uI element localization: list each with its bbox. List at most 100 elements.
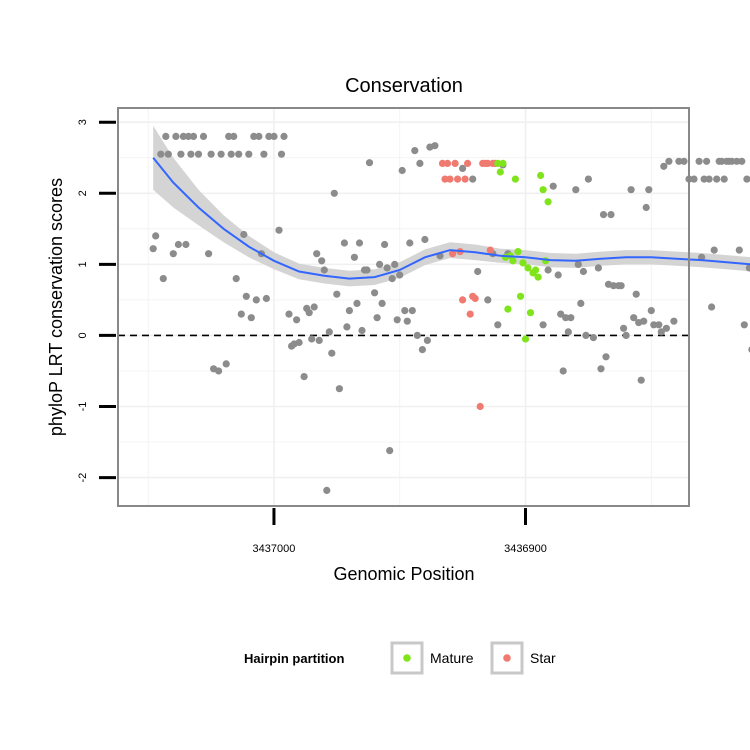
point-other xyxy=(295,338,303,347)
point-other xyxy=(230,132,238,140)
point-star xyxy=(484,159,492,167)
point-other xyxy=(630,314,638,322)
point-other xyxy=(572,186,580,194)
point-other xyxy=(391,260,399,268)
point-other xyxy=(386,447,394,455)
point-other xyxy=(459,164,467,172)
point-other xyxy=(703,157,711,165)
point-mature xyxy=(544,198,552,206)
point-mature xyxy=(494,159,502,167)
point-other xyxy=(217,150,225,158)
point-other xyxy=(373,314,381,322)
point-other xyxy=(308,335,316,343)
point-mature xyxy=(499,159,507,167)
point-other xyxy=(637,376,645,384)
point-other xyxy=(270,132,278,140)
point-other xyxy=(720,175,728,183)
point-other xyxy=(159,275,167,283)
point-other xyxy=(358,326,366,335)
point-other xyxy=(343,323,351,331)
plot-background xyxy=(118,108,689,506)
y-tick-label: 0 xyxy=(77,332,89,338)
point-other xyxy=(609,282,618,290)
point-other xyxy=(205,250,213,258)
point-other xyxy=(215,367,223,375)
point-star xyxy=(443,159,452,167)
point-other xyxy=(172,132,180,140)
point-star xyxy=(486,246,494,254)
point-other xyxy=(474,267,482,276)
legend-key-box xyxy=(390,641,424,675)
point-star xyxy=(476,402,484,411)
point-other xyxy=(406,239,414,247)
point-mature xyxy=(509,257,517,265)
point-other xyxy=(300,373,308,381)
point-other xyxy=(199,132,208,140)
x-tick-label: 3437000 xyxy=(253,543,296,555)
point-other xyxy=(174,240,182,249)
point-other xyxy=(323,486,331,494)
legend: Hairpin partition Mature Star xyxy=(244,641,556,675)
point-other xyxy=(333,290,341,298)
legend-item-star: Star xyxy=(490,641,556,675)
point-other xyxy=(177,150,185,158)
x-axis-title: Genomic Position xyxy=(333,564,474,584)
smooth-line xyxy=(152,157,750,280)
point-mature xyxy=(516,292,525,300)
point-other xyxy=(325,328,333,336)
point-other xyxy=(222,360,230,368)
point-other xyxy=(293,316,301,324)
point-other xyxy=(255,132,263,140)
plot-border xyxy=(117,107,690,507)
point-mature xyxy=(511,175,519,183)
point-other xyxy=(355,239,364,247)
point-other xyxy=(544,266,552,274)
point-other xyxy=(416,159,424,167)
point-other xyxy=(557,310,565,318)
point-other xyxy=(235,150,243,158)
y-tick-label: 3 xyxy=(77,119,89,125)
point-other xyxy=(378,299,386,307)
point-other xyxy=(735,246,743,254)
point-other xyxy=(413,331,421,339)
point-mature xyxy=(514,248,522,256)
point-other xyxy=(305,309,313,317)
point-other xyxy=(340,239,348,247)
point-other xyxy=(607,211,615,219)
point-other xyxy=(315,336,323,344)
point-other xyxy=(376,260,384,268)
point-other xyxy=(275,226,283,234)
point-other xyxy=(225,132,233,140)
point-other xyxy=(617,282,625,290)
point-mature xyxy=(519,259,527,267)
point-star xyxy=(454,175,462,183)
point-other xyxy=(642,203,650,212)
point-other xyxy=(539,321,547,329)
point-other xyxy=(328,349,336,357)
point-other xyxy=(418,346,426,354)
point-other xyxy=(690,175,698,183)
legend-title: Hairpin partition xyxy=(244,651,344,666)
point-other xyxy=(577,299,585,307)
point-other xyxy=(371,289,379,297)
point-other xyxy=(564,328,572,336)
point-other xyxy=(655,321,663,329)
point-star xyxy=(466,310,474,318)
point-other xyxy=(597,365,605,373)
point-star xyxy=(438,159,447,167)
point-other xyxy=(695,157,703,165)
point-mature xyxy=(526,309,535,317)
point-other xyxy=(184,132,192,140)
point-other xyxy=(169,250,177,258)
point-other xyxy=(599,211,608,219)
point-other xyxy=(313,250,321,258)
point-other xyxy=(403,317,411,325)
legend-label: Star xyxy=(530,650,556,666)
point-other xyxy=(232,275,240,283)
point-other xyxy=(421,235,429,244)
point-other xyxy=(647,307,655,315)
point-other xyxy=(632,290,640,298)
point-other xyxy=(549,182,557,190)
point-mature xyxy=(534,273,542,281)
point-other xyxy=(245,150,253,158)
